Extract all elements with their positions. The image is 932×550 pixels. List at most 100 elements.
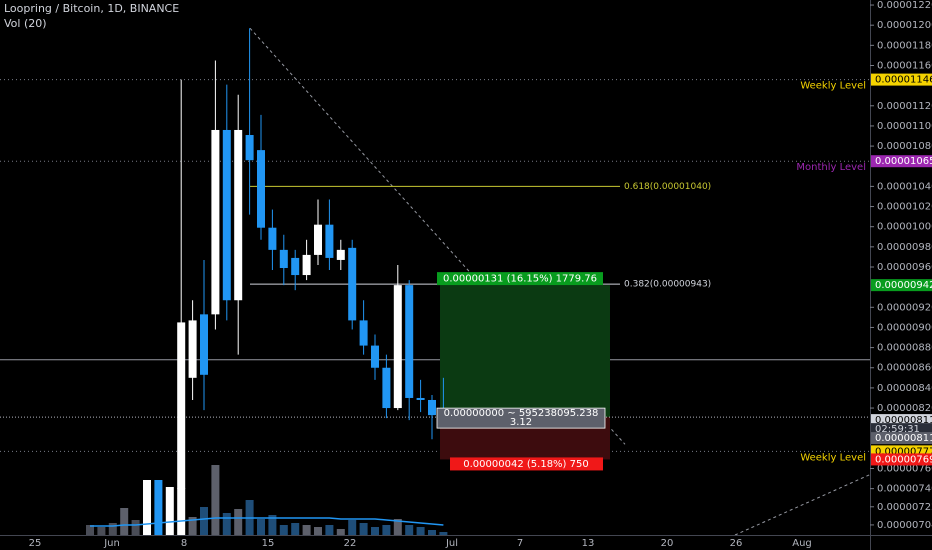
level-price-tag-bg — [871, 155, 932, 168]
volume-bar — [86, 525, 94, 535]
plot-layer: Weekly Level Monthly Level Weekly Level 0.6… — [0, 27, 871, 536]
fib-label: 0.618(0.00001040) — [624, 182, 711, 192]
candle-body — [348, 247, 357, 321]
entry-price-tag: 0.00000811 — [875, 415, 932, 426]
x-tick-label: Aug — [792, 538, 812, 549]
y-tick-label: 0.00001160 — [877, 60, 932, 71]
candle-body — [428, 399, 436, 416]
y-tick-label: 0.00001220 — [877, 0, 932, 11]
volume-bar — [257, 519, 265, 535]
volume-bar — [120, 508, 129, 535]
level-price-tag: 0.00001065 — [875, 156, 932, 167]
volume-bar — [200, 507, 208, 535]
indicator-label: Vol (20) — [4, 17, 47, 30]
candle-body — [234, 129, 243, 301]
y-tick-label: 0.00000960 — [877, 262, 932, 273]
candle-body — [245, 135, 254, 161]
volume-bar — [302, 525, 311, 535]
candle-body — [416, 397, 425, 400]
stop-label-bg — [450, 457, 603, 471]
x-tick-label: Jun — [103, 538, 120, 549]
candle-body — [177, 322, 186, 489]
y-tick-label: 0.00000704 — [877, 520, 932, 531]
y-tick-label: 0.00001100 — [877, 121, 932, 132]
y-tick-label: 0.00001120 — [877, 101, 932, 112]
volume-bar — [188, 517, 197, 535]
volume-bar — [393, 519, 402, 535]
y-tick-label: 0.00000722 — [877, 502, 932, 513]
volume-bar — [279, 525, 288, 535]
candle-body — [302, 254, 311, 276]
candle-body — [371, 345, 379, 368]
candle-body — [211, 129, 220, 315]
stop-price-tag: 0.00000769 — [875, 454, 932, 465]
level-price-tag-bg — [871, 73, 932, 86]
volume-bar — [154, 480, 163, 535]
y-tick-label: 0.00000760 — [877, 464, 932, 475]
x-tick-label: 25 — [29, 538, 42, 549]
y-tick-label: 0.00000840 — [877, 383, 932, 394]
volume-bar — [416, 527, 425, 535]
volume-bar — [268, 515, 277, 535]
candle-body — [314, 224, 322, 255]
level-label: Weekly Level — [800, 81, 866, 92]
x-tick-label: 15 — [262, 538, 275, 549]
y-tick-label: 0.00000740 — [877, 484, 932, 495]
volume-bar — [291, 523, 300, 535]
candle-body — [405, 285, 414, 398]
volume-ma — [90, 517, 444, 527]
volume-bar — [348, 520, 357, 535]
y-tick-label: 0.00001080 — [877, 141, 932, 152]
candle-body — [222, 129, 231, 301]
candle-body — [336, 249, 345, 260]
x-tick-label: 13 — [582, 538, 595, 549]
volume-bar — [177, 488, 186, 535]
profit-zone — [440, 285, 610, 418]
center-label: 3.12 — [510, 417, 532, 428]
x-tick-label: 26 — [730, 538, 743, 549]
y-tick-label: 0.00001200 — [877, 20, 932, 31]
candle-body — [268, 227, 277, 250]
target-label-bg — [437, 272, 603, 286]
fib-label: 0.382(0.00000943) — [624, 280, 711, 290]
center-label: 0.00000000 ~ 595238095.238 — [444, 408, 599, 419]
last-price-tag-bg — [871, 432, 932, 445]
volume-bar — [222, 513, 231, 535]
last-price-tag: 0.00000811 — [875, 433, 932, 444]
candle-body — [291, 257, 300, 276]
y-tick-label: 0.00001020 — [877, 202, 932, 213]
volume-bar — [382, 525, 391, 535]
volume-bar — [211, 465, 220, 535]
volume-bar — [359, 523, 368, 535]
y-tick-label: 0.00000920 — [877, 302, 932, 313]
countdown-tag: 02:59:31 — [875, 424, 920, 435]
center-label-bg — [436, 407, 606, 429]
trendline — [734, 474, 871, 536]
volume-bar — [336, 529, 345, 535]
y-tick-label: 0.00000900 — [877, 322, 932, 333]
volume-bar — [428, 530, 436, 535]
chart-title: Loopring / Bitcoin, 1D, BINANCE — [4, 2, 179, 15]
candle-body — [200, 314, 208, 375]
target-price-tag-bg — [871, 279, 932, 292]
volume-bar — [108, 523, 117, 535]
candle-body — [393, 285, 402, 409]
volume-bar — [234, 509, 243, 535]
stop-label: 0.00000042 (5.18%) 750 — [463, 459, 588, 470]
target-label: 0.00000131 (16.15%) 1779.76 — [443, 274, 597, 285]
volume-bar — [97, 527, 106, 535]
y-tick-label: 0.00000820 — [877, 403, 932, 414]
volume-bar — [371, 527, 379, 535]
volume-bar — [131, 520, 140, 535]
candle-body — [325, 224, 334, 258]
y-tick-label: 0.00000860 — [877, 363, 932, 374]
level-label: Weekly Level — [800, 452, 866, 463]
volume-bar — [439, 532, 448, 535]
candle-body — [188, 320, 197, 378]
x-tick-label: 20 — [661, 538, 674, 549]
level-label: Monthly Level — [796, 162, 866, 173]
y-tick-label: 0.00001040 — [877, 181, 932, 192]
candle-body — [279, 249, 288, 269]
